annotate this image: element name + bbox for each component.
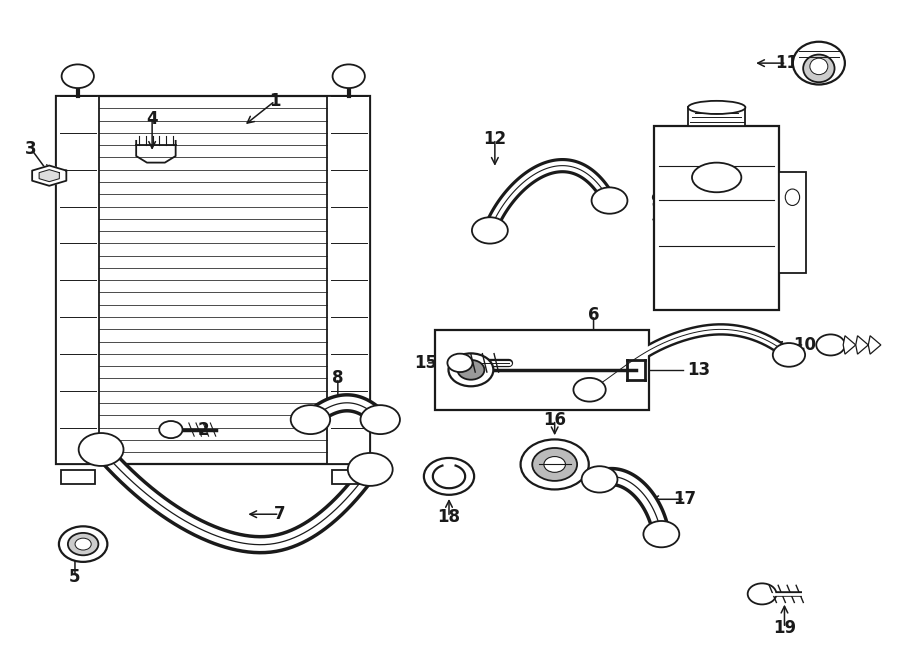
Text: 9: 9: [651, 192, 662, 210]
Ellipse shape: [688, 101, 745, 114]
Text: 16: 16: [544, 410, 566, 429]
Polygon shape: [843, 336, 856, 354]
Text: 7: 7: [274, 505, 285, 524]
Circle shape: [434, 465, 464, 488]
FancyBboxPatch shape: [654, 126, 779, 310]
Text: 13: 13: [687, 361, 710, 379]
Text: 15: 15: [414, 354, 437, 372]
Text: 18: 18: [437, 508, 461, 526]
Circle shape: [61, 64, 94, 88]
Bar: [332, 470, 365, 484]
Circle shape: [544, 457, 565, 473]
Bar: [328, 96, 370, 465]
Text: 17: 17: [673, 490, 697, 508]
Text: 4: 4: [147, 110, 158, 128]
Bar: [60, 470, 94, 484]
Bar: [779, 172, 806, 273]
Text: 6: 6: [588, 306, 599, 324]
Bar: [56, 96, 99, 465]
Polygon shape: [32, 165, 67, 186]
Circle shape: [447, 354, 473, 372]
Circle shape: [748, 584, 777, 604]
Circle shape: [457, 360, 484, 379]
Text: 10: 10: [793, 336, 816, 354]
Bar: [688, 108, 745, 126]
Polygon shape: [868, 336, 881, 354]
Text: 11: 11: [775, 54, 798, 72]
Bar: [56, 96, 370, 465]
Circle shape: [424, 458, 474, 495]
Circle shape: [58, 526, 107, 562]
Circle shape: [291, 405, 330, 434]
Circle shape: [472, 217, 508, 244]
Ellipse shape: [810, 58, 828, 75]
Text: 19: 19: [773, 619, 796, 637]
Circle shape: [581, 466, 617, 492]
Text: 5: 5: [69, 568, 81, 586]
Circle shape: [644, 521, 680, 547]
Circle shape: [816, 334, 845, 356]
Polygon shape: [39, 170, 59, 182]
Circle shape: [591, 187, 627, 214]
Circle shape: [573, 378, 606, 402]
Circle shape: [333, 64, 364, 88]
Circle shape: [78, 433, 123, 466]
Text: 3: 3: [25, 139, 37, 158]
Circle shape: [347, 453, 392, 486]
Text: 14: 14: [436, 397, 460, 415]
Circle shape: [520, 440, 589, 489]
Text: 2: 2: [197, 420, 209, 439]
Ellipse shape: [803, 55, 834, 82]
Text: 8: 8: [332, 369, 344, 387]
Circle shape: [773, 343, 806, 367]
Bar: [435, 330, 650, 410]
Text: 1: 1: [269, 92, 281, 110]
Ellipse shape: [786, 189, 799, 206]
Ellipse shape: [793, 42, 845, 85]
Circle shape: [75, 538, 91, 550]
Circle shape: [448, 354, 493, 386]
Circle shape: [68, 533, 98, 555]
Polygon shape: [856, 336, 868, 354]
Circle shape: [159, 421, 183, 438]
Circle shape: [361, 405, 400, 434]
Text: 12: 12: [483, 130, 507, 148]
Ellipse shape: [692, 163, 742, 192]
Circle shape: [532, 448, 577, 481]
